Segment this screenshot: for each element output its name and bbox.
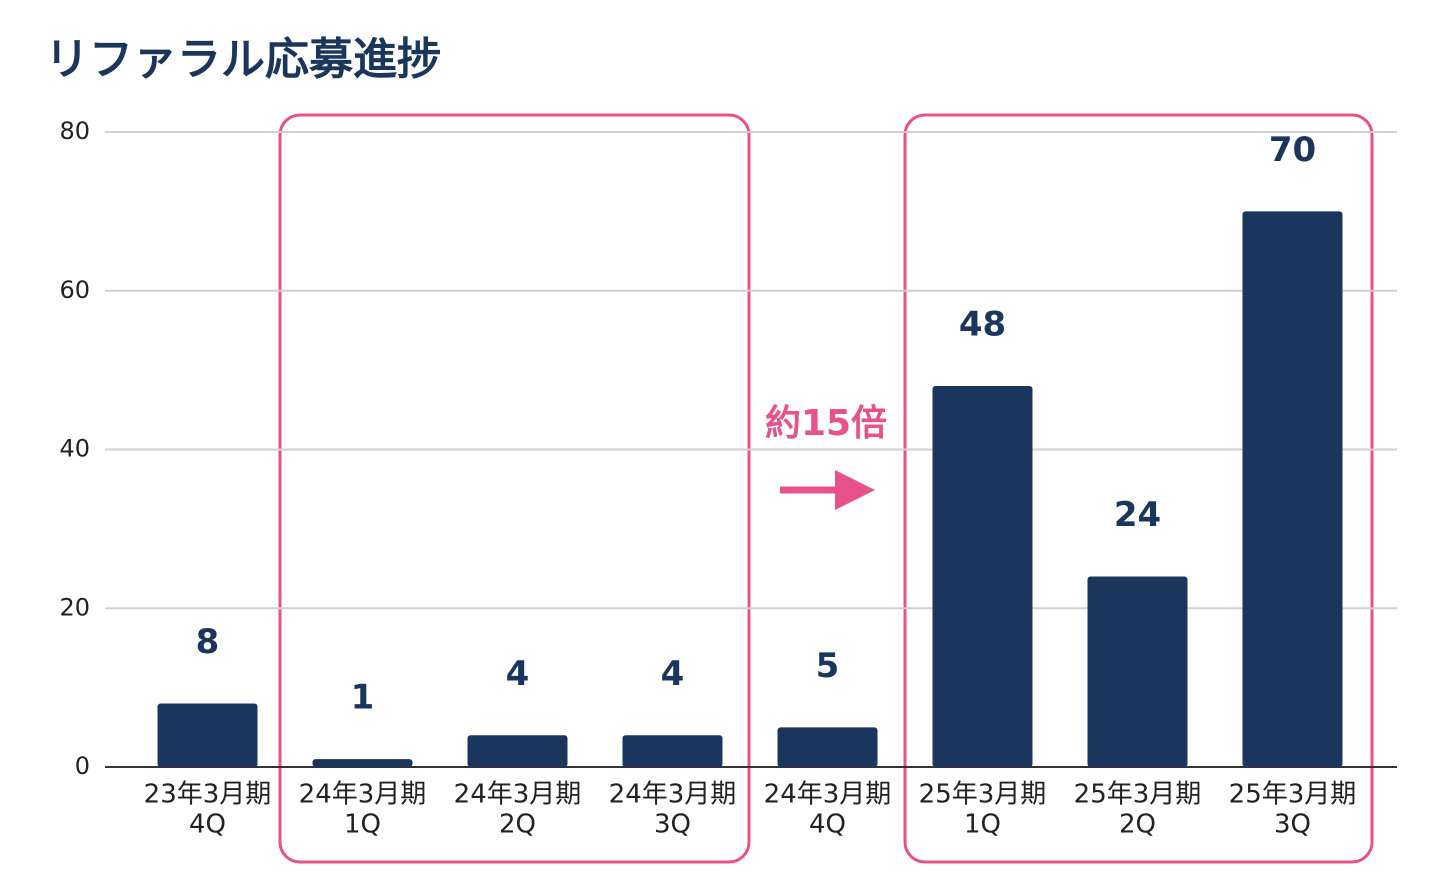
bar [467, 735, 568, 767]
value-label: 4 [661, 654, 685, 694]
x-tick-label: 24年3月期 [609, 780, 737, 810]
bar [1087, 576, 1188, 767]
annotation: 約15倍 [765, 403, 887, 444]
value-label: 4 [506, 654, 530, 694]
x-tick-label: 25年3月期 [1074, 780, 1202, 810]
x-tick-label: 23年3月期 [144, 780, 272, 810]
highlight-box [278, 113, 751, 864]
value-label: 1 [351, 678, 375, 718]
x-tick-label: 1Q [964, 810, 1001, 840]
x-tick-label: 24年3月期 [454, 780, 582, 810]
chart-title: リファラル応募進捗 [45, 34, 441, 85]
y-tick-label: 20 [59, 593, 90, 621]
value-label: 8 [196, 622, 220, 662]
y-tick-label: 60 [59, 276, 90, 304]
x-tick-label: 24年3月期 [299, 780, 427, 810]
x-tick-label: 25年3月期 [1229, 780, 1357, 810]
x-tick-label: 4Q [809, 810, 846, 840]
bar [932, 386, 1033, 767]
arrow [780, 470, 875, 510]
x-tick-label: 1Q [344, 810, 381, 840]
x-tick-label: 4Q [189, 810, 226, 840]
bar [777, 727, 878, 767]
bar [622, 735, 723, 767]
value-label: 24 [1114, 495, 1161, 535]
x-tick-label: 3Q [654, 810, 691, 840]
value-label: 5 [816, 646, 840, 686]
bar [1242, 211, 1343, 767]
value-label: 70 [1269, 130, 1316, 170]
x-tick-label: 3Q [1274, 810, 1311, 840]
value-label: 48 [959, 305, 1006, 345]
x-tick-label: 2Q [1119, 810, 1156, 840]
y-tick-label: 0 [75, 752, 90, 780]
highlight-box [903, 113, 1374, 864]
x-tick-label: 2Q [499, 810, 536, 840]
x-tick-label: 25年3月期 [919, 780, 1047, 810]
x-tick-label: 24年3月期 [764, 780, 892, 810]
bar [157, 703, 258, 767]
bar [312, 759, 413, 767]
y-tick-label: 40 [59, 435, 90, 463]
y-tick-label: 80 [59, 117, 90, 145]
